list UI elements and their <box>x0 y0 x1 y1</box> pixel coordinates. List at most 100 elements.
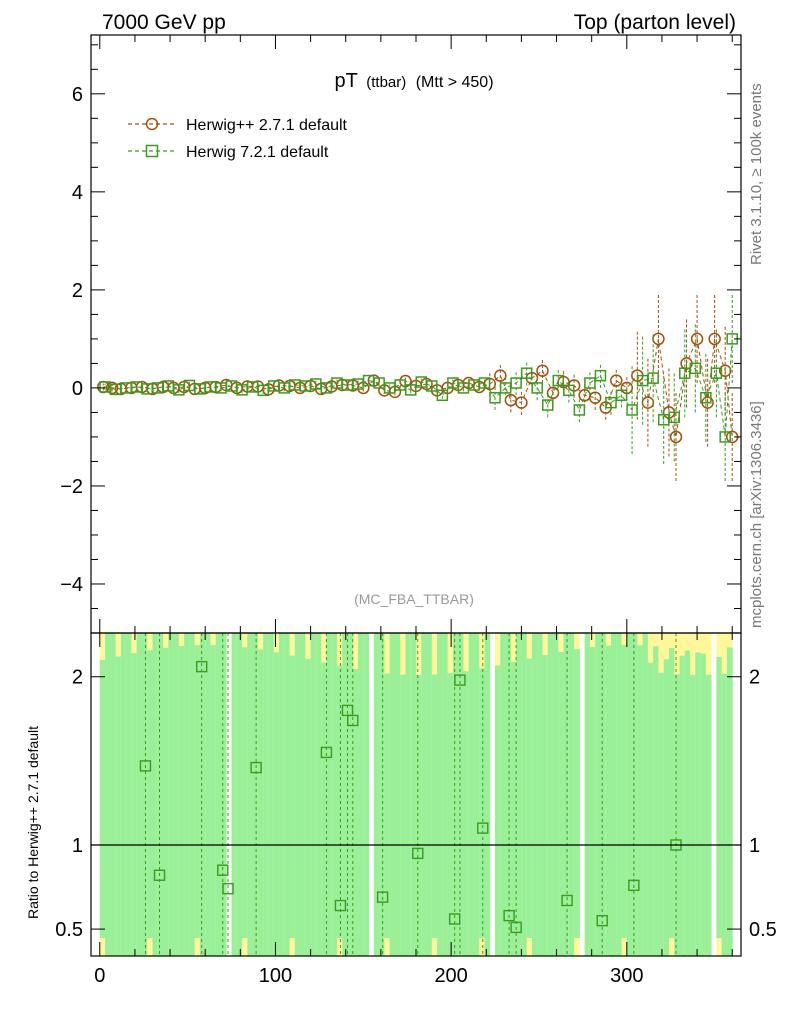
series-point-circle <box>652 332 665 346</box>
series-point-square <box>584 377 596 389</box>
ratio-band-green <box>410 633 417 956</box>
ratio-band-green <box>141 633 148 956</box>
ratio-point <box>510 921 522 934</box>
ratio-band-green <box>426 633 433 956</box>
ratio-band-green <box>215 633 222 956</box>
ratio-band-green <box>616 633 622 956</box>
ratio-band-green <box>726 647 733 956</box>
ratio-band-green <box>242 647 248 938</box>
ratio-ytick-label-left: 2 <box>72 667 83 689</box>
ratio-band-green <box>563 633 570 956</box>
series-point-square <box>689 362 702 375</box>
ratio-band-green <box>115 656 122 956</box>
ratio-band-green <box>695 652 701 956</box>
ratio-band-green <box>199 633 206 956</box>
ratio-band-green <box>442 633 449 956</box>
ratio-xtick-label: 0 <box>94 965 105 987</box>
series-point-square <box>573 404 586 416</box>
series-point-square <box>700 391 712 404</box>
ratio-band-green <box>716 656 723 938</box>
ratio-band-green <box>294 633 301 956</box>
ratio-band-green <box>431 674 438 938</box>
ratio-point <box>153 869 166 881</box>
ratio-point <box>217 864 229 876</box>
ratio-point <box>195 660 208 673</box>
series-point-square <box>647 372 659 384</box>
ratio-band-green <box>505 633 512 956</box>
main-ytick-label: 6 <box>72 84 83 106</box>
ratio-point <box>412 847 424 860</box>
ratio-band-green <box>647 662 654 956</box>
side-label-bottom: mcplots.cern.ch [arXiv:1306.3436] <box>748 401 765 628</box>
ratio-point <box>628 879 640 892</box>
ratio-band-green <box>721 673 728 956</box>
ratio-band-green <box>510 662 517 956</box>
ratio-band-green <box>278 633 285 956</box>
ratio-band-green <box>373 633 380 956</box>
ratio-band-green <box>437 633 443 956</box>
ratio-band-green <box>553 633 559 956</box>
plot-title-sub1: (ttbar) <box>366 74 406 91</box>
ratio-band-green <box>626 633 633 956</box>
ratio-point <box>376 891 389 903</box>
ratio-ytick-label-right: 1 <box>749 835 760 857</box>
ratio-band-green <box>273 652 280 956</box>
ratio-band-green <box>473 633 480 956</box>
ratio-band-green <box>173 633 180 956</box>
ratio-band-green <box>120 633 127 956</box>
ratio-band-green <box>653 646 659 956</box>
ratio-band-green <box>621 645 628 938</box>
ratio-band-green <box>658 672 665 956</box>
ratio-xtick-label: 200 <box>434 965 467 987</box>
ratio-xtick-label: 300 <box>610 965 643 987</box>
header-left: 7000 GeV pp <box>102 11 226 34</box>
ratio-band-green <box>547 633 554 956</box>
ratio-band-green <box>352 668 359 956</box>
ratio-band-green <box>484 633 491 956</box>
series-point-circle <box>515 396 528 409</box>
ratio-band-green <box>147 650 153 938</box>
ratio-point <box>222 883 234 895</box>
ratio-band-green <box>231 633 238 956</box>
ratio-band-green <box>252 633 259 956</box>
ratio-ytick-label-left: 1 <box>72 835 83 857</box>
ratio-band-green <box>305 658 311 956</box>
ratio-band-green <box>347 633 354 956</box>
ratio-band-green <box>690 674 696 956</box>
ratio-band-green <box>163 647 169 956</box>
ratio-band-green <box>526 658 533 938</box>
main-ytick-label: −4 <box>60 574 83 596</box>
legend-label-herwigpp: Herwig++ 2.7.1 default <box>186 117 348 134</box>
ratio-band-green <box>194 645 201 938</box>
ratio-band-green <box>310 633 317 956</box>
series-point-square <box>404 384 417 396</box>
ratio-band-green <box>136 633 143 956</box>
ratio-band-green <box>574 649 580 938</box>
series-point-square <box>510 377 522 389</box>
ratio-band-green <box>600 633 607 956</box>
ratio-band-green <box>300 633 306 956</box>
series-point-square <box>668 411 680 424</box>
series-point-circle <box>718 364 732 378</box>
ratio-point <box>503 909 515 922</box>
ratio-band-green <box>358 633 364 956</box>
ratio-band-green <box>463 671 470 956</box>
ratio-band-green <box>379 633 385 956</box>
ratio-ytick-label-right: 2 <box>749 667 760 689</box>
header-right: Top (parton level) <box>574 11 736 34</box>
ratio-band-green <box>521 633 528 956</box>
series-point-square <box>436 389 449 402</box>
ratio-band-green <box>384 673 391 938</box>
ratio-band-green <box>447 673 454 956</box>
series-point-circle <box>588 391 602 404</box>
series-point-square <box>552 374 565 387</box>
ratio-band-green <box>663 659 670 956</box>
legend-entry-herwigpp: Herwig++ 2.7.1 default <box>128 117 348 134</box>
ratio-band-green <box>632 633 638 956</box>
ratio-band-green <box>284 633 290 956</box>
series-point-square <box>426 380 438 392</box>
ratio-band-green <box>110 633 116 956</box>
ratio-band-green <box>268 633 275 956</box>
ratio-band-green <box>178 646 185 956</box>
